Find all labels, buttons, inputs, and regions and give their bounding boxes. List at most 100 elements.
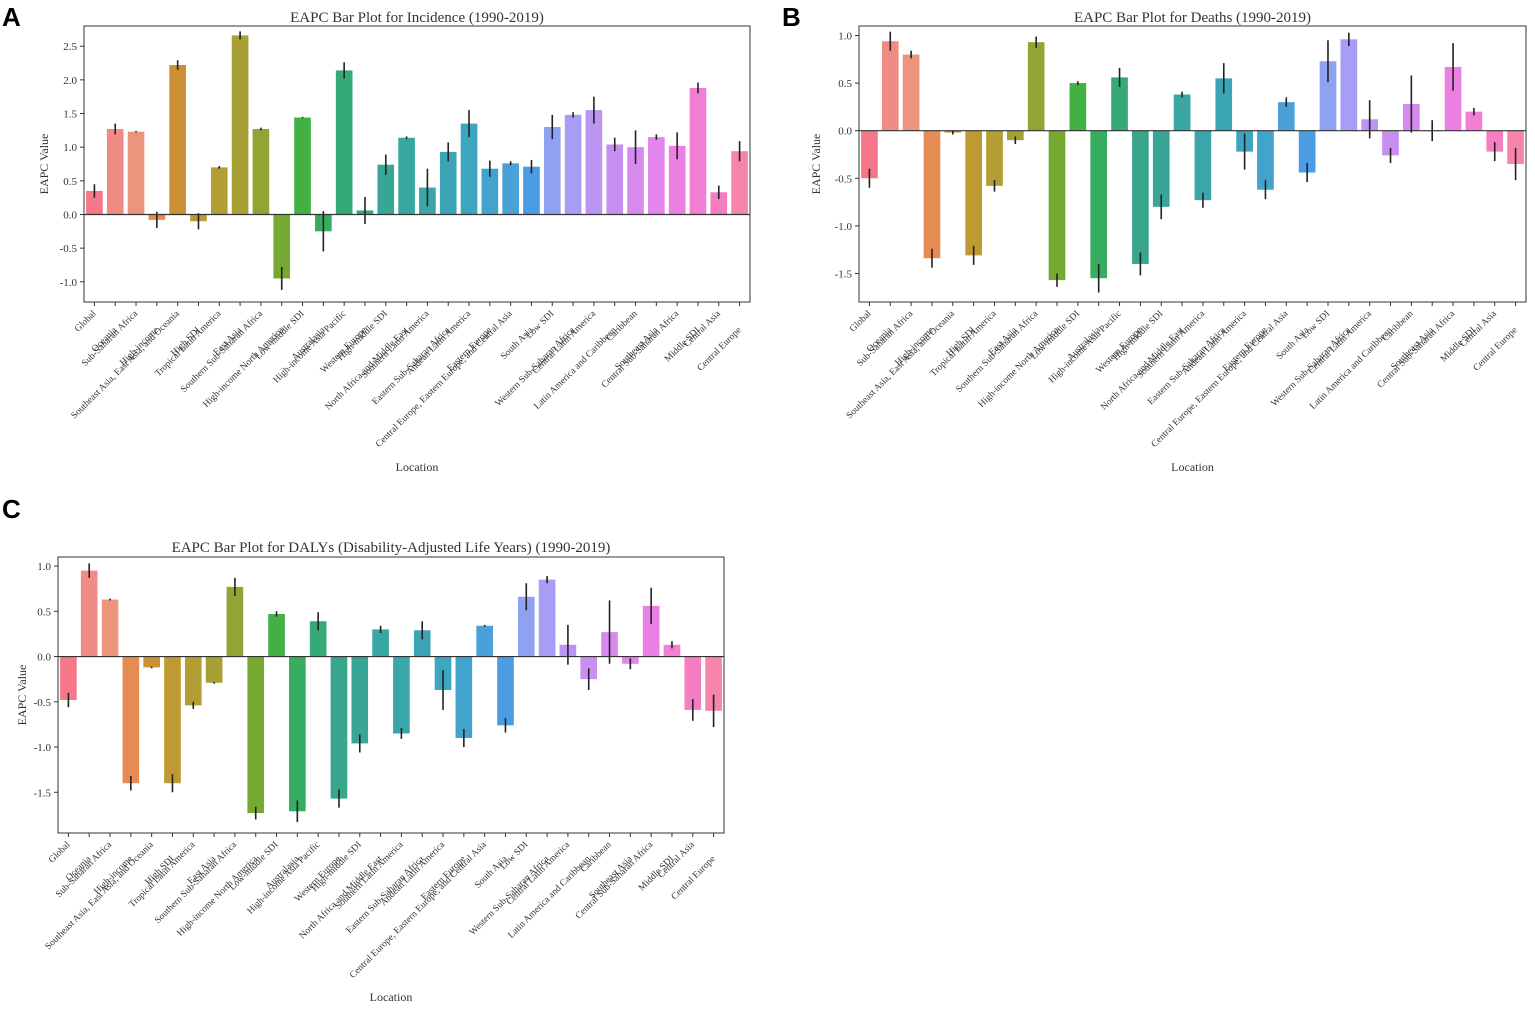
bar [881,41,899,131]
x-tick-label: Southern Latin America [334,839,406,911]
x-tick-label: Low SDI [525,309,557,341]
x-tick-label: High-income Asia Pacific [245,839,322,916]
bar [523,166,540,215]
bar [689,87,707,215]
bar [585,110,603,215]
x-tick-label: Global [848,309,874,335]
y-tick-label: -1.0 [34,742,52,754]
bar [122,656,140,784]
y-tick-label: -0.5 [60,243,78,255]
y-tick-label: 0.0 [37,652,51,664]
bar [1486,130,1504,152]
bar [455,656,473,738]
y-tick-label: -1.5 [34,787,52,799]
bar [60,656,77,700]
plot-area-group: -1.5-1.0-0.50.00.51.0GlobalOceaniaSub-Sa… [835,31,1526,450]
bar [372,629,389,657]
x-tick-label: Central Sub-Saharan Africa [599,308,682,391]
bar [252,128,270,215]
bar [923,130,941,259]
bar [1090,130,1108,279]
bar [564,114,582,215]
bar [606,144,624,215]
bar [684,656,702,710]
bar [1111,77,1128,131]
y-tick-label: 0.5 [63,176,77,188]
bar [648,137,665,215]
bar [330,656,348,799]
y-tick-label: -1.0 [835,221,853,233]
bar [1173,94,1191,131]
dalys-chart: -1.5-1.0-0.50.00.51.0GlobalOceaniaSub-Sa… [15,540,725,1004]
chart-title: EAPC Bar Plot for Incidence (1990-2019) [290,10,544,26]
bar [205,656,223,683]
bar [351,656,369,744]
x-tick-label: Southern Latin America [1135,308,1207,380]
y-tick-label: -1.5 [835,268,853,280]
bar [127,131,145,215]
y-tick-label: 2.5 [63,41,77,53]
bar [1319,61,1337,131]
bar [106,128,124,215]
y-axis-label: EAPC Value [15,665,29,726]
plot-frame [858,25,1527,303]
bar [460,123,478,215]
bar [101,599,119,657]
bar [538,579,556,657]
deaths-chart: -1.5-1.0-0.50.00.51.0GlobalOceaniaSub-Sa… [809,10,1527,474]
bar [861,130,878,179]
bar [398,137,415,215]
bar [627,147,644,215]
bar [439,151,457,215]
bar [1215,78,1233,131]
bar [393,656,410,734]
bar [1277,102,1295,131]
panel-label-c: C [2,494,21,524]
bar [517,596,535,657]
x-tick-label: Southern Latin America [360,308,432,380]
x-tick-label: Central Sub-Saharan Africa [1375,308,1458,391]
bar [476,625,493,657]
bar [164,656,181,784]
bar [143,656,160,668]
bar [502,163,519,215]
y-tick-label: 0.5 [37,606,51,618]
panel-label-a: A [2,2,21,32]
y-axis-label: EAPC Value [37,134,51,195]
y-tick-label: 1.0 [838,31,852,43]
x-tick-label: Low SDI [1300,309,1332,341]
y-tick-label: -1.0 [60,277,78,289]
bar [247,656,265,814]
bar [1382,130,1399,156]
bar [309,621,327,657]
x-tick-label: Central Asia [1458,309,1499,350]
y-tick-label: 1.5 [63,109,77,121]
bar [184,656,202,706]
panel-label-b: B [782,2,801,32]
bar [1257,130,1274,190]
bar [668,145,686,215]
y-tick-label: 0.0 [63,209,77,221]
bar [1465,111,1483,131]
bar [731,151,748,215]
chart-title: EAPC Bar Plot for DALYs (Disability-Adju… [172,540,611,556]
x-tick-label: High-income Asia Pacific [271,308,348,385]
x-tick-label: Central Asia [682,309,723,350]
y-tick-label: -0.5 [34,697,52,709]
plot-area-group: -1.0-0.50.00.51.01.52.02.5GlobalOceaniaS… [60,31,750,450]
bar [1048,130,1066,281]
bar [1152,130,1170,207]
bar [273,214,291,279]
y-tick-label: 1.0 [37,561,51,573]
plot-frame [83,25,751,303]
bar [902,54,920,131]
bar [1006,130,1024,141]
bar [1507,130,1524,164]
bar [231,35,249,215]
bar [413,630,431,657]
bar [1132,130,1149,264]
bar [663,644,681,657]
y-tick-label: -0.5 [835,173,853,185]
x-axis-label: Location [396,460,439,474]
bar [226,586,244,657]
